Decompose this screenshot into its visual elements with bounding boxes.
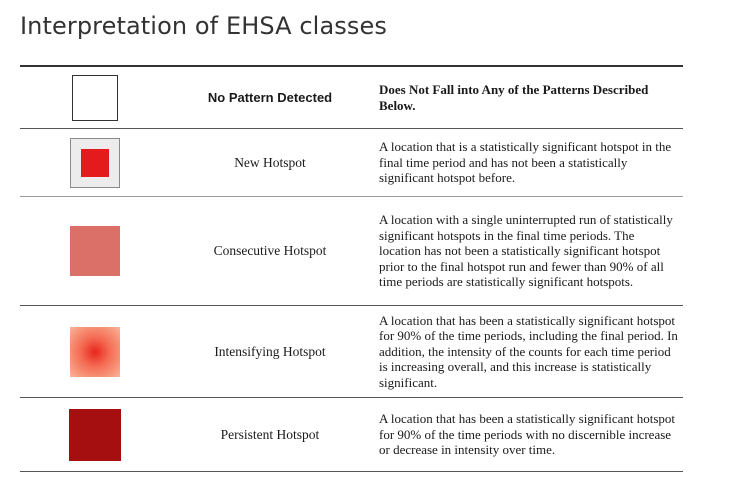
- swatch-cell: [20, 306, 170, 397]
- swatch-cell: [20, 197, 170, 305]
- new-hotspot-swatch: [70, 137, 120, 188]
- class-description-consecutive-hotspot: A location with a single uninterrupted r…: [379, 212, 673, 290]
- table-row-no-pattern: No Pattern Detected Does Not Fall into A…: [20, 67, 683, 129]
- persistent-hotspot-swatch: [69, 408, 121, 461]
- table-row-new-hotspot: New Hotspot A location that is a statist…: [20, 129, 683, 197]
- class-description-intensifying-hotspot: A location that has been a statistically…: [379, 312, 678, 390]
- table-row-persistent-hotspot: Persistent Hotspot A location that has b…: [20, 398, 683, 472]
- page-title: Interpretation of EHSA classes: [20, 12, 387, 40]
- swatch-cell: [20, 129, 170, 196]
- intensifying-hotspot-swatch: [70, 326, 120, 377]
- swatch-cell: [20, 398, 170, 471]
- table-row-consecutive-hotspot: Consecutive Hotspot A location with a si…: [20, 197, 683, 306]
- no-pattern-swatch: [72, 74, 118, 121]
- consecutive-hotspot-swatch: [70, 226, 120, 276]
- table-top-rule: [20, 65, 683, 67]
- new-hotspot-swatch-fill: [81, 148, 109, 177]
- class-description-no-pattern: Does Not Fall into Any of the Patterns D…: [379, 82, 649, 113]
- ehsa-classes-table: No Pattern Detected Does Not Fall into A…: [20, 65, 683, 472]
- class-name-no-pattern: No Pattern Detected: [207, 90, 333, 105]
- class-description-persistent-hotspot: A location that has been a statistically…: [379, 411, 676, 458]
- class-name-persistent-hotspot: Persistent Hotspot: [220, 426, 320, 442]
- swatch-cell: [20, 67, 170, 128]
- class-name-new-hotspot: New Hotspot: [234, 154, 306, 170]
- class-name-consecutive-hotspot: Consecutive Hotspot: [213, 243, 327, 258]
- class-description-new-hotspot: A location that is a statistically signi…: [379, 139, 672, 186]
- table-row-intensifying-hotspot: Intensifying Hotspot A location that has…: [20, 306, 683, 398]
- class-name-intensifying-hotspot: Intensifying Hotspot: [214, 343, 326, 359]
